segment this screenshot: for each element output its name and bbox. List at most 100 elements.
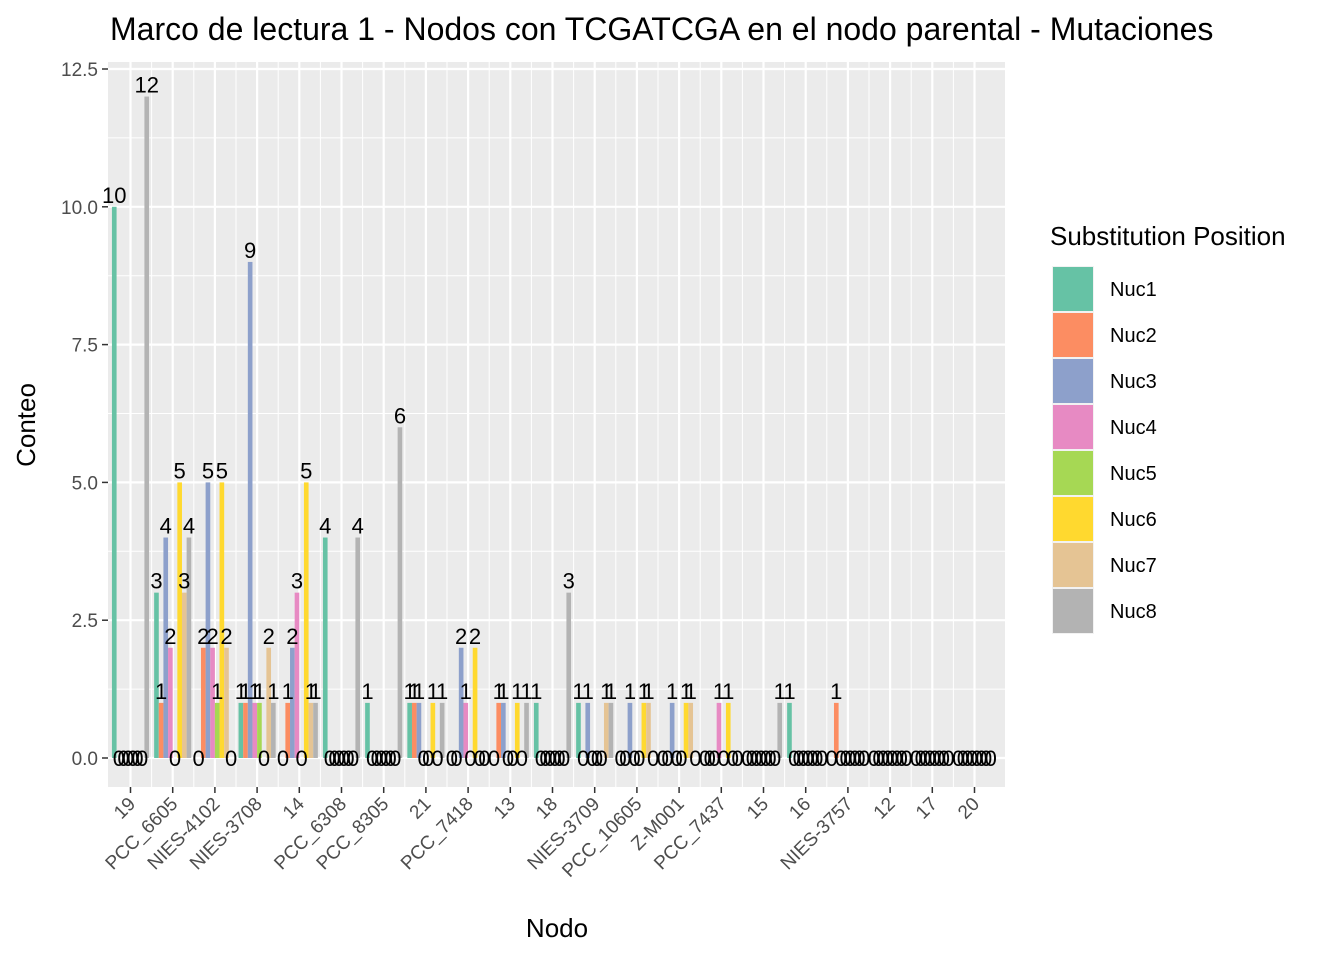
data-label: 0 bbox=[591, 746, 603, 771]
data-label: 0 bbox=[811, 746, 823, 771]
data-label: 0 bbox=[816, 746, 828, 771]
y-tick-label: 5.0 bbox=[72, 473, 98, 494]
bar-nuc3-PCC_7418 bbox=[458, 647, 464, 758]
bar-nuc8-18 bbox=[566, 592, 572, 758]
data-label: 5 bbox=[300, 458, 312, 483]
data-label: 0 bbox=[975, 746, 987, 771]
x-tick-label: 14 bbox=[279, 793, 309, 823]
data-label: 1 bbox=[249, 679, 261, 704]
data-label: 0 bbox=[169, 746, 181, 771]
legend-items: Nuc1 Nuc2 Nuc3 Nuc4 Nuc5 Nuc6 Nuc7 Nuc8 bbox=[1052, 266, 1157, 634]
data-label: 0 bbox=[938, 746, 950, 771]
data-label: 2 bbox=[197, 624, 209, 649]
data-label: 5 bbox=[174, 458, 186, 483]
bar-nuc1-18 bbox=[533, 702, 539, 758]
bar-nuc1-16 bbox=[787, 702, 792, 758]
data-label: 0 bbox=[347, 746, 359, 771]
data-label: 0 bbox=[675, 746, 687, 771]
data-label: 1 bbox=[427, 679, 439, 704]
legend-key-nuc8 bbox=[1053, 589, 1093, 633]
data-label: 0 bbox=[868, 746, 880, 771]
data-label: 2 bbox=[206, 624, 218, 649]
data-label: 1 bbox=[520, 679, 532, 704]
x-axis-title: Nodo bbox=[526, 913, 588, 943]
data-label: 0 bbox=[127, 746, 139, 771]
bar-nuc6-PCC_7437 bbox=[725, 702, 731, 758]
y-tick-label: 0.0 bbox=[72, 749, 98, 770]
data-label: 0 bbox=[971, 746, 983, 771]
bar-nuc4-PCC_6605 bbox=[168, 647, 173, 758]
data-label: 1 bbox=[582, 679, 594, 704]
bar-nuc3-14 bbox=[290, 647, 295, 758]
data-label: 5 bbox=[216, 458, 228, 483]
data-label: 0 bbox=[131, 746, 143, 771]
data-label: 0 bbox=[896, 746, 908, 771]
bar-nuc3-Z-M001 bbox=[669, 702, 675, 758]
data-label: 0 bbox=[371, 746, 383, 771]
data-label: 0 bbox=[750, 746, 762, 771]
data-label: 0 bbox=[549, 746, 561, 771]
data-label: 1 bbox=[774, 679, 786, 704]
data-label: 3 bbox=[150, 569, 162, 594]
legend-title: Substitution Position bbox=[1050, 221, 1286, 251]
data-label: 0 bbox=[826, 746, 838, 771]
data-label: 1 bbox=[282, 679, 294, 704]
data-label: 0 bbox=[915, 746, 927, 771]
data-label: 0 bbox=[389, 746, 401, 771]
data-label: 12 bbox=[134, 73, 158, 98]
data-label: 1 bbox=[783, 679, 795, 704]
data-label: 1 bbox=[530, 679, 542, 704]
bar-nuc7-NIES-4102 bbox=[224, 647, 229, 758]
data-label: 0 bbox=[225, 746, 237, 771]
data-label: 0 bbox=[544, 746, 556, 771]
x-tick-label: 21 bbox=[406, 794, 436, 824]
chart-title: Marco de lectura 1 - Nodos con TCGATCGA … bbox=[110, 11, 1213, 47]
data-label: 10 bbox=[102, 183, 126, 208]
data-label: 0 bbox=[671, 746, 683, 771]
bar-nuc3-NIES-3709 bbox=[585, 702, 591, 758]
data-label: 0 bbox=[417, 746, 429, 771]
legend: Substitution Position Nuc1Nuc2Nuc3Nuc4Nu… bbox=[1050, 221, 1286, 634]
bar-nuc3-PCC_10605 bbox=[627, 702, 633, 758]
bar-nuc3-NIES-4102 bbox=[205, 482, 211, 758]
data-label: 0 bbox=[295, 746, 307, 771]
y-axis-title: Conteo bbox=[11, 383, 41, 467]
data-label: 0 bbox=[746, 746, 758, 771]
data-label: 2 bbox=[220, 624, 232, 649]
data-label: 1 bbox=[638, 679, 650, 704]
data-label: 0 bbox=[919, 746, 931, 771]
bar-nuc1-19 bbox=[111, 206, 117, 759]
data-label: 0 bbox=[755, 746, 767, 771]
data-label: 0 bbox=[928, 746, 940, 771]
data-label: 0 bbox=[731, 746, 743, 771]
data-label: 2 bbox=[164, 624, 176, 649]
data-label: 1 bbox=[305, 679, 317, 704]
data-label: 0 bbox=[980, 746, 992, 771]
bar-nuc7-NIES-3709 bbox=[603, 702, 609, 758]
data-label: 0 bbox=[553, 746, 565, 771]
data-label: 0 bbox=[342, 746, 354, 771]
data-labels: 1000000012314205340252152011911021012305… bbox=[102, 73, 997, 771]
data-label: 1 bbox=[460, 679, 472, 704]
bar-nuc2-13 bbox=[496, 702, 502, 758]
x-tick-label: 18 bbox=[532, 794, 562, 824]
data-label: 0 bbox=[853, 746, 865, 771]
y-tick-label: 7.5 bbox=[72, 336, 98, 357]
data-label: 0 bbox=[633, 746, 645, 771]
x-tick-label: 13 bbox=[490, 794, 520, 824]
data-label: 3 bbox=[178, 569, 190, 594]
data-label: 0 bbox=[193, 746, 205, 771]
data-label: 0 bbox=[858, 746, 870, 771]
data-label: 0 bbox=[704, 746, 716, 771]
data-label: 2 bbox=[469, 624, 481, 649]
data-label: 1 bbox=[404, 679, 416, 704]
data-label: 3 bbox=[563, 569, 575, 594]
data-label: 0 bbox=[488, 746, 500, 771]
y-tick-label: 10.0 bbox=[61, 198, 98, 219]
legend-key-nuc4 bbox=[1053, 405, 1093, 449]
data-label: 1 bbox=[408, 679, 420, 704]
legend-key-nuc6 bbox=[1053, 497, 1093, 541]
bar-nuc3-21 bbox=[416, 702, 422, 758]
data-label: 0 bbox=[375, 746, 387, 771]
legend-key-nuc2 bbox=[1053, 313, 1093, 357]
